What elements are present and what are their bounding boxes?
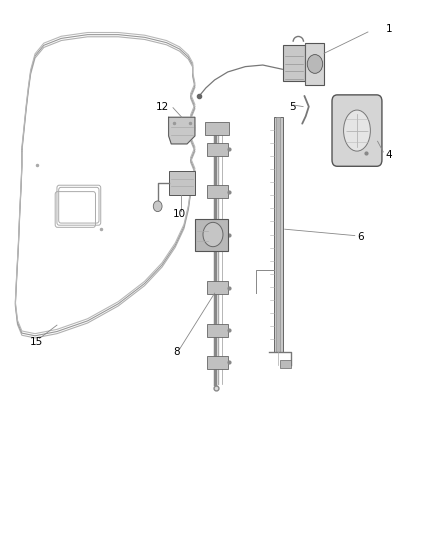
Bar bbox=[195, 219, 228, 251]
Text: 6: 6 bbox=[357, 232, 364, 242]
Circle shape bbox=[203, 222, 223, 247]
Polygon shape bbox=[169, 117, 195, 144]
Text: 12: 12 bbox=[155, 102, 169, 111]
Bar bbox=[205, 122, 229, 135]
Ellipse shape bbox=[343, 110, 371, 151]
Bar bbox=[207, 324, 228, 337]
Bar bbox=[207, 281, 228, 294]
Text: 15: 15 bbox=[30, 337, 43, 347]
Bar bbox=[283, 45, 305, 81]
Circle shape bbox=[153, 201, 162, 212]
Bar bbox=[276, 117, 280, 352]
Bar bbox=[280, 360, 291, 368]
Bar bbox=[207, 356, 228, 369]
Bar bbox=[169, 171, 195, 195]
Bar bbox=[305, 43, 324, 85]
Text: 4: 4 bbox=[385, 150, 392, 159]
Text: 10: 10 bbox=[173, 209, 186, 219]
FancyBboxPatch shape bbox=[332, 95, 382, 166]
Text: 8: 8 bbox=[173, 347, 180, 357]
Bar bbox=[274, 117, 283, 352]
Text: 1: 1 bbox=[385, 25, 392, 34]
Bar bbox=[207, 143, 228, 156]
Bar bbox=[207, 228, 228, 241]
Text: 5: 5 bbox=[289, 102, 296, 111]
Bar bbox=[207, 185, 228, 198]
Circle shape bbox=[307, 54, 323, 74]
